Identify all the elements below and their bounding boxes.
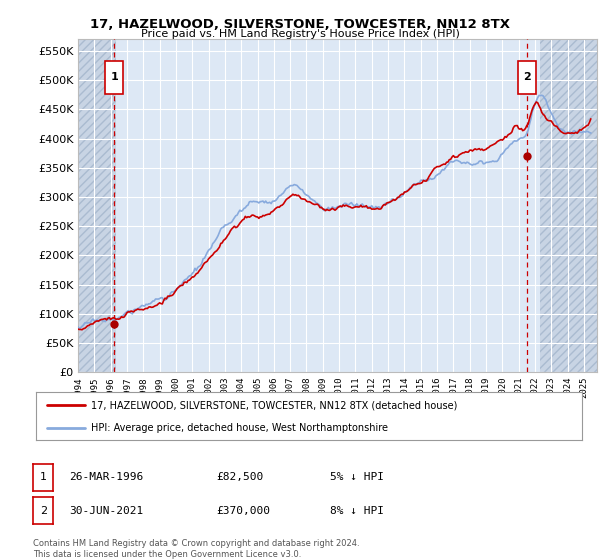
FancyBboxPatch shape [106, 61, 124, 94]
Text: HPI: Average price, detached house, West Northamptonshire: HPI: Average price, detached house, West… [91, 423, 388, 433]
Text: £370,000: £370,000 [216, 506, 270, 516]
Bar [78, 39, 116, 372]
Text: Contains HM Land Registry data © Crown copyright and database right 2024.
This d: Contains HM Land Registry data © Crown c… [33, 539, 359, 559]
Text: 1: 1 [40, 472, 47, 482]
Bar [540, 39, 597, 372]
FancyBboxPatch shape [518, 61, 536, 94]
Text: 2: 2 [523, 72, 530, 82]
Text: 26-MAR-1996: 26-MAR-1996 [69, 472, 143, 482]
Bar [78, 39, 116, 372]
Bar [540, 39, 597, 372]
Text: 5% ↓ HPI: 5% ↓ HPI [330, 472, 384, 482]
Text: 30-JUN-2021: 30-JUN-2021 [69, 506, 143, 516]
Text: 1: 1 [110, 72, 118, 82]
Text: 17, HAZELWOOD, SILVERSTONE, TOWCESTER, NN12 8TX (detached house): 17, HAZELWOOD, SILVERSTONE, TOWCESTER, N… [91, 400, 457, 410]
Text: 17, HAZELWOOD, SILVERSTONE, TOWCESTER, NN12 8TX: 17, HAZELWOOD, SILVERSTONE, TOWCESTER, N… [90, 18, 510, 31]
Text: 2: 2 [40, 506, 47, 516]
Text: £82,500: £82,500 [216, 472, 263, 482]
Text: Price paid vs. HM Land Registry's House Price Index (HPI): Price paid vs. HM Land Registry's House … [140, 29, 460, 39]
Text: 8% ↓ HPI: 8% ↓ HPI [330, 506, 384, 516]
